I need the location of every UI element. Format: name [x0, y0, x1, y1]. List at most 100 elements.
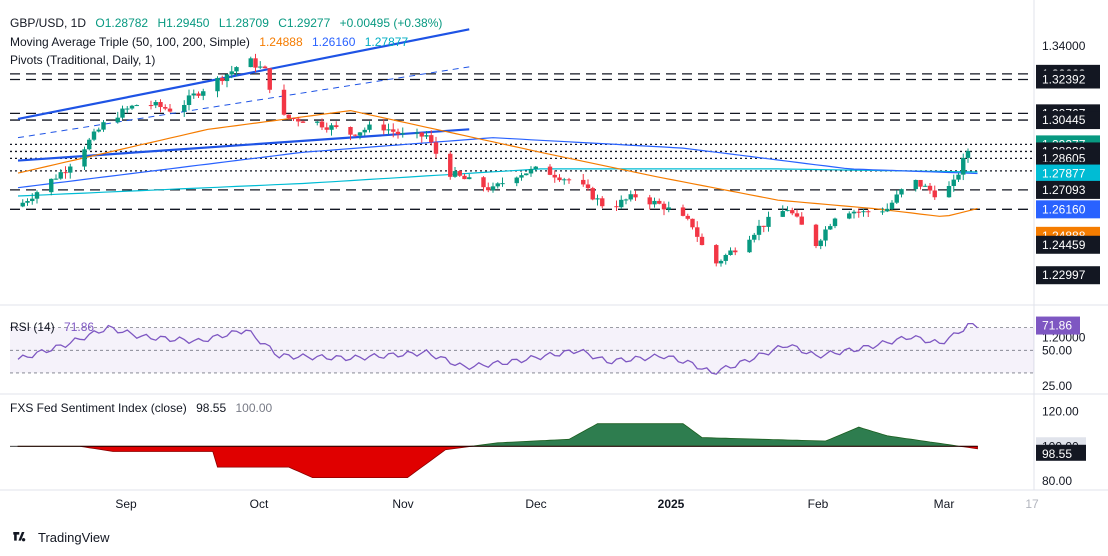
- candle-body: [348, 127, 353, 135]
- candle-body: [315, 121, 320, 123]
- candle-body: [699, 236, 705, 246]
- candle-body: [115, 117, 120, 123]
- candle-body: [319, 121, 325, 128]
- candle-body: [923, 185, 928, 187]
- ma-legend: Moving Average Triple (50, 100, 200, Sim…: [10, 35, 414, 49]
- time-axis-label: Sep: [115, 497, 137, 511]
- pivots-label[interactable]: Pivots (Traditional, Daily, 1): [10, 53, 156, 67]
- candle-body: [666, 207, 671, 210]
- rsi-value: 71.86: [64, 320, 95, 334]
- fxs-axis-label: 98.55: [1042, 447, 1072, 461]
- rsi-legend: RSI (14) 71.86: [10, 320, 100, 334]
- candle-body: [595, 198, 600, 200]
- symbol-label[interactable]: GBP/USD, 1D: [10, 16, 87, 30]
- candle-body: [566, 179, 572, 181]
- candle-body: [329, 125, 334, 130]
- time-axis-label: Nov: [392, 497, 413, 511]
- candle-body: [851, 211, 857, 214]
- fxs-positive-area: [17, 423, 978, 447]
- candle-body: [828, 226, 833, 230]
- candle-body: [201, 91, 206, 96]
- rsi-axis-label: 50.00: [1042, 343, 1072, 357]
- price-axis-label: 1.30445: [1042, 113, 1086, 127]
- candle-body: [462, 175, 467, 180]
- candle-body: [680, 207, 686, 216]
- candle-body: [733, 250, 738, 253]
- time-axis-label: 17: [1025, 497, 1039, 511]
- close-value: C1.29277: [278, 16, 331, 30]
- candle-body: [158, 102, 163, 108]
- candle-body: [547, 166, 553, 175]
- candle-body: [400, 133, 405, 135]
- candle-body: [381, 124, 386, 131]
- candle-body: [30, 198, 35, 202]
- candle-body: [58, 172, 63, 179]
- fxs-negative-area: [17, 445, 978, 478]
- price-axis-badge: [1036, 266, 1100, 285]
- candle-body: [414, 132, 420, 134]
- fxs-label[interactable]: FXS Fed Sentiment Index (close): [10, 401, 187, 415]
- candle-body: [585, 184, 591, 189]
- trendline-dashed: [17, 66, 470, 139]
- candle-body: [723, 255, 728, 261]
- candle-body: [885, 208, 890, 212]
- candle-body: [785, 210, 790, 212]
- candle-body: [861, 211, 866, 213]
- candle-body: [248, 58, 253, 68]
- candle-body: [25, 201, 30, 203]
- candle-body: [167, 108, 173, 112]
- candle-body: [186, 95, 192, 105]
- ma-label[interactable]: Moving Average Triple (50, 100, 200, Sim…: [10, 35, 250, 49]
- fxs-legend: FXS Fed Sentiment Index (close) 98.55 10…: [10, 401, 278, 415]
- chart-header: GBP/USD, 1D O1.28782 H1.29450 L1.28709 C…: [10, 16, 448, 30]
- tradingview-logo-icon: [13, 531, 26, 541]
- price-axis-badge: [1036, 111, 1100, 130]
- candle-body: [956, 174, 961, 180]
- time-axis-label: Feb: [808, 497, 829, 511]
- candle-body: [267, 68, 272, 90]
- price-axis-label: 1.34000: [1042, 39, 1086, 53]
- brand-name[interactable]: TradingView: [38, 530, 110, 545]
- candle-body: [153, 102, 158, 106]
- candle-body: [281, 89, 287, 115]
- candle-body: [647, 197, 652, 205]
- candle-body: [148, 105, 154, 107]
- candle-body: [752, 234, 757, 240]
- candle-body: [918, 179, 923, 187]
- candle-body: [946, 185, 952, 198]
- low-value: L1.28709: [218, 16, 269, 30]
- candle-body: [34, 192, 40, 199]
- candle-body: [514, 177, 519, 184]
- candle-body: [87, 139, 92, 150]
- candle-body: [253, 58, 258, 68]
- candle-body: [633, 194, 638, 198]
- candle-body: [481, 177, 486, 188]
- candle-body: [519, 175, 524, 178]
- candle-body: [258, 66, 263, 68]
- candle-body: [362, 129, 367, 133]
- candle-body: [196, 93, 201, 96]
- rsi-label[interactable]: RSI (14): [10, 320, 55, 334]
- candle-body: [847, 213, 852, 219]
- candle-body: [229, 71, 234, 75]
- change-value: +0.00495 (+0.38%): [339, 16, 443, 30]
- candle-body: [799, 216, 804, 225]
- candle-body: [899, 189, 904, 195]
- candle-body: [262, 66, 268, 69]
- candle-body: [500, 183, 505, 185]
- fxs-value1: 98.55: [196, 401, 227, 415]
- price-axis-label: 1.26160: [1042, 202, 1086, 216]
- candle-body: [324, 127, 329, 130]
- price-axis-badge: [1036, 235, 1100, 254]
- candle-body: [718, 260, 724, 264]
- fxs-value2: 100.00: [235, 401, 273, 415]
- candle-body: [20, 202, 25, 207]
- candle-body: [557, 177, 562, 181]
- candle-body: [690, 218, 695, 228]
- candle-body: [49, 178, 54, 193]
- candle-body: [53, 178, 59, 180]
- candle-body: [889, 202, 895, 209]
- candle-body: [452, 171, 458, 177]
- candle-body: [623, 199, 629, 201]
